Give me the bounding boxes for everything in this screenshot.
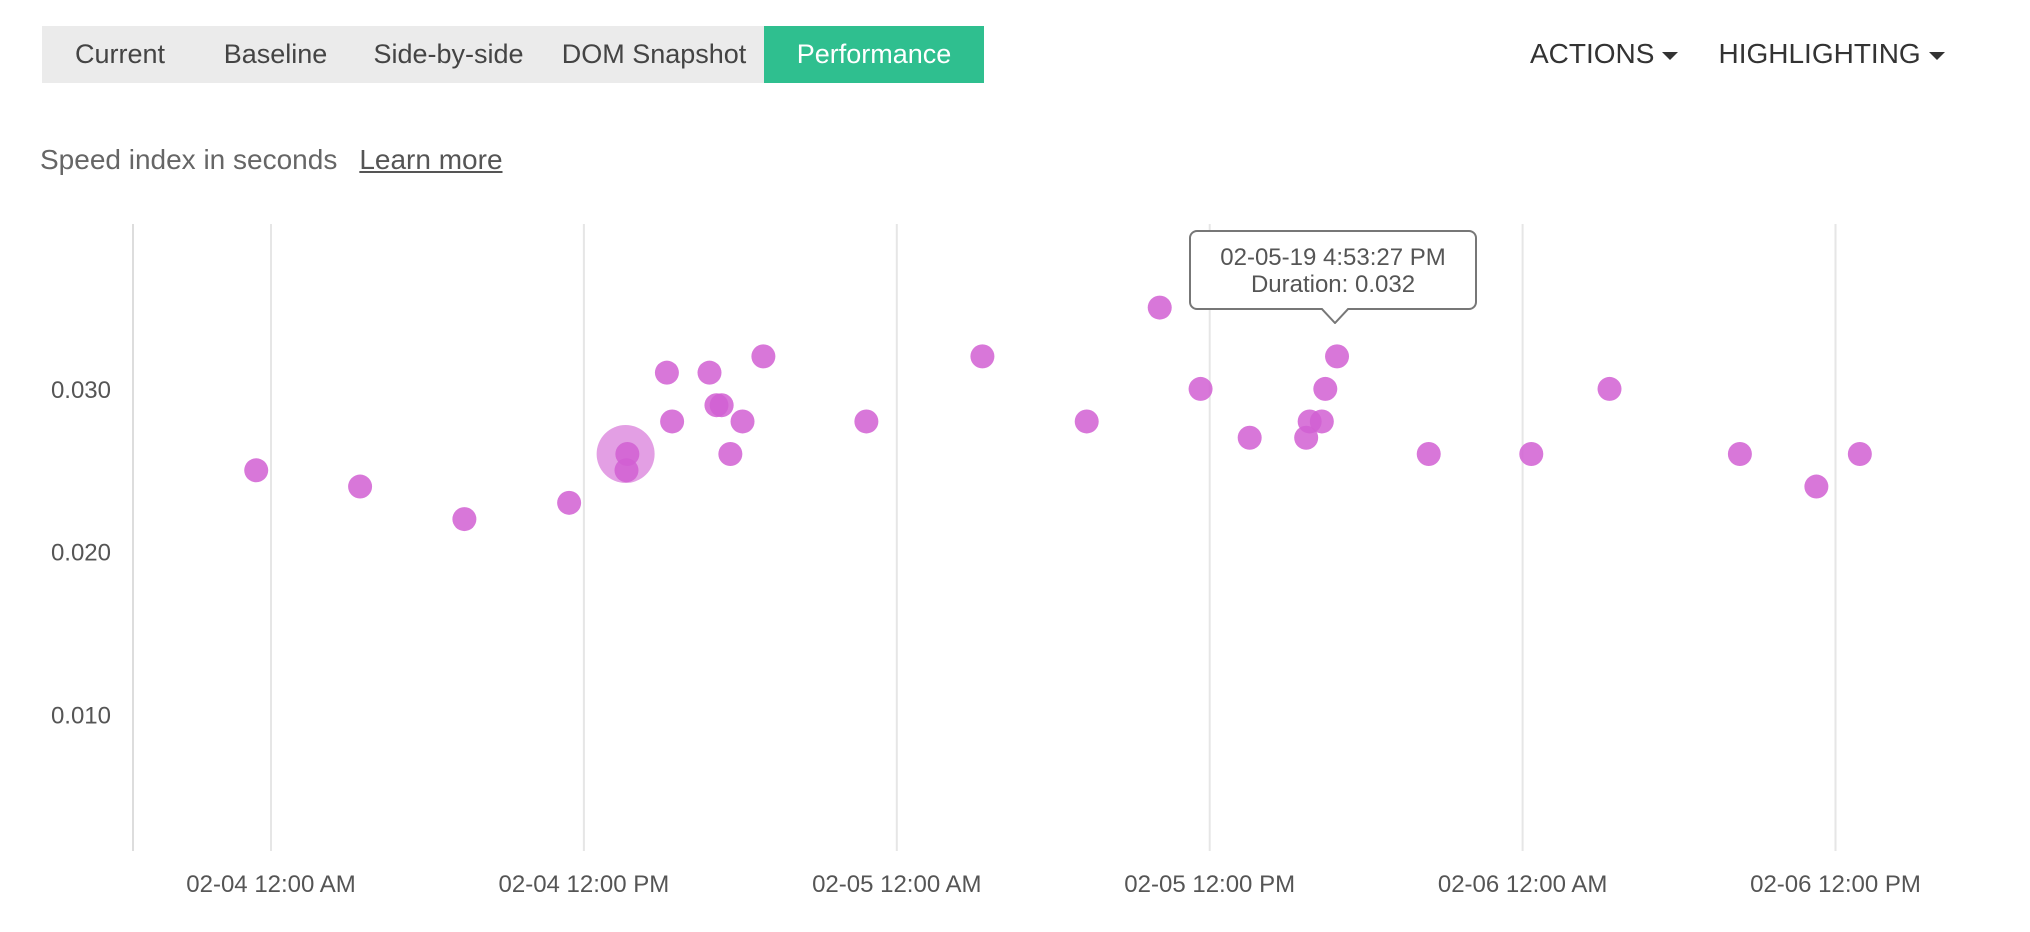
data-point[interactable] [660, 409, 685, 434]
data-point[interactable] [1188, 376, 1213, 401]
data-point[interactable] [709, 393, 734, 418]
data-point[interactable] [1313, 376, 1338, 401]
learn-more-link[interactable]: Learn more [359, 144, 503, 175]
data-point[interactable] [1519, 442, 1544, 467]
data-point[interactable] [452, 507, 477, 532]
chart-subtitle: Speed index in seconds Learn more [40, 144, 503, 176]
x-tick-label: 02-04 12:00 AM [186, 871, 355, 898]
actions-label: ACTIONS [1530, 38, 1655, 69]
y-tick-label: 0.010 [51, 702, 111, 729]
data-point[interactable] [1416, 442, 1441, 467]
data-point[interactable] [244, 458, 269, 483]
x-tick-label: 02-06 12:00 PM [1750, 871, 1921, 898]
x-tick-label: 02-05 12:00 PM [1124, 871, 1295, 898]
caret-down-icon [1928, 52, 1945, 60]
data-point[interactable] [654, 360, 679, 385]
caret-down-icon [1662, 52, 1679, 60]
tab-current[interactable]: Current [74, 39, 166, 69]
tab-side-by-side[interactable]: Side-by-side [373, 39, 524, 69]
data-point[interactable] [751, 344, 776, 369]
data-point[interactable] [1727, 442, 1752, 467]
data-point[interactable] [557, 490, 582, 515]
data-point[interactable] [614, 458, 639, 483]
tab-baseline[interactable]: Baseline [223, 39, 328, 69]
data-point[interactable] [854, 409, 879, 434]
data-point[interactable] [730, 409, 755, 434]
highlighting-menu[interactable]: HIGHLIGHTING [1718, 32, 1945, 76]
x-tick-label: 02-06 12:00 AM [1438, 871, 1607, 898]
point-tooltip: 02-05-19 4:53:27 PM Duration: 0.032 [1189, 230, 1477, 324]
tab-performance[interactable]: Performance [764, 26, 984, 83]
data-point[interactable] [1147, 295, 1172, 320]
x-tick-label: 02-04 12:00 PM [499, 871, 670, 898]
data-point[interactable] [697, 360, 722, 385]
data-point[interactable] [1237, 425, 1262, 450]
tooltip-pointer-icon [1321, 308, 1349, 324]
data-point[interactable] [1804, 474, 1829, 499]
x-tick-label: 02-05 12:00 AM [812, 871, 981, 898]
view-tabs: Current Baseline Side-by-side DOM Snapsh… [42, 26, 984, 83]
tooltip-duration: Duration: 0.032 [1250, 271, 1416, 298]
data-point[interactable] [1309, 409, 1334, 434]
y-tick-label: 0.030 [51, 377, 111, 404]
top-menus: ACTIONS HIGHLIGHTING [1530, 32, 1985, 76]
actions-menu[interactable]: ACTIONS [1530, 32, 1679, 76]
data-point[interactable] [1847, 442, 1872, 467]
speed-index-label: Speed index in seconds [40, 144, 338, 175]
highlighting-label: HIGHLIGHTING [1718, 38, 1921, 69]
y-tick-label: 0.020 [51, 540, 111, 567]
data-point[interactable] [348, 474, 373, 499]
data-point[interactable] [1597, 376, 1622, 401]
tooltip-timestamp: 02-05-19 4:53:27 PM [1220, 244, 1446, 271]
data-point-hovered[interactable] [1325, 344, 1350, 369]
data-point[interactable] [970, 344, 995, 369]
tab-dom-snapshot[interactable]: DOM Snapshot [561, 39, 747, 69]
data-point[interactable] [1074, 409, 1099, 434]
data-point[interactable] [718, 442, 743, 467]
